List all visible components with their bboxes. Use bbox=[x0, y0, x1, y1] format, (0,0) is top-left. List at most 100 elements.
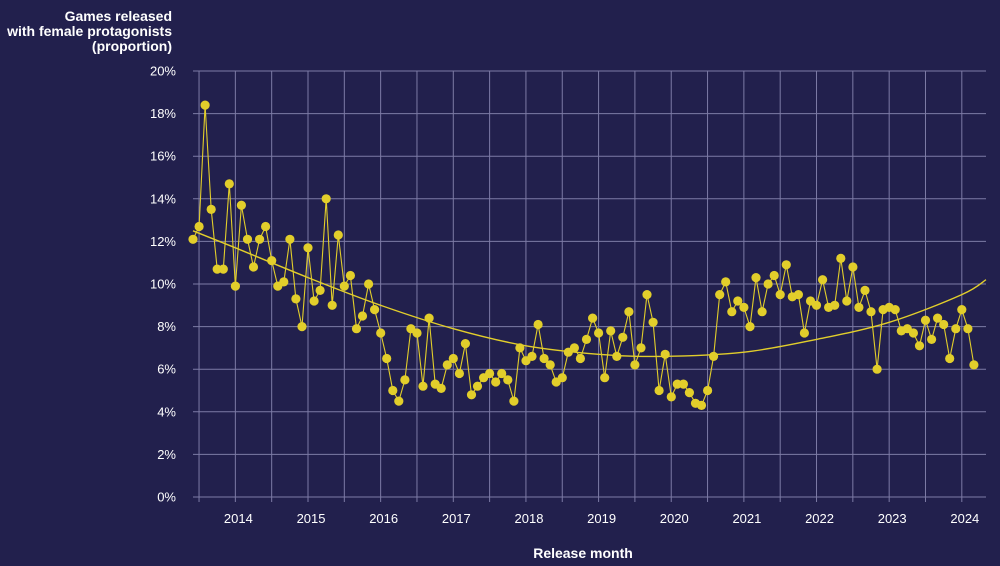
data-point bbox=[230, 281, 240, 291]
data-point bbox=[818, 275, 828, 285]
y-tick-label: 14% bbox=[150, 191, 176, 206]
axis-layer: 0% 2% 4% 6% 8% 10% 12% 14% 16% 18% 20% 2014 2015 2016… bbox=[150, 64, 979, 527]
data-point bbox=[945, 353, 955, 364]
data-point bbox=[236, 200, 246, 210]
data-point bbox=[763, 279, 773, 289]
data-point bbox=[581, 334, 592, 344]
x-tick-label: 2020 bbox=[660, 511, 689, 526]
data-point bbox=[908, 328, 919, 338]
x-tick-label: 2018 bbox=[515, 511, 544, 526]
data-point bbox=[769, 270, 779, 281]
data-point bbox=[969, 360, 979, 370]
data-point bbox=[848, 262, 858, 272]
data-point bbox=[890, 305, 900, 315]
data-point bbox=[527, 351, 537, 361]
data-point bbox=[606, 326, 616, 336]
data-point bbox=[533, 319, 543, 330]
data-point bbox=[515, 343, 525, 353]
data-point bbox=[594, 328, 604, 338]
data-point bbox=[715, 290, 725, 300]
data-point bbox=[569, 343, 580, 353]
data-point bbox=[842, 296, 852, 306]
y-tick-label: 4% bbox=[157, 404, 176, 419]
data-point bbox=[460, 339, 470, 349]
y-axis-title-line: (proportion) bbox=[91, 38, 172, 54]
data-point bbox=[654, 385, 664, 396]
data-point bbox=[630, 360, 640, 370]
data-point bbox=[575, 353, 586, 364]
data-point bbox=[733, 296, 743, 306]
data-point bbox=[309, 296, 319, 306]
y-tick-label: 10% bbox=[150, 277, 176, 292]
series-line-layer bbox=[192, 105, 975, 407]
data-point bbox=[472, 381, 483, 391]
x-tick-label: 2024 bbox=[950, 511, 979, 526]
x-tick-label: 2021 bbox=[732, 511, 761, 526]
data-point bbox=[466, 390, 477, 400]
data-point bbox=[400, 375, 410, 385]
y-tick-label: 2% bbox=[157, 447, 176, 462]
data-point bbox=[927, 334, 937, 344]
data-point bbox=[394, 396, 404, 406]
data-point bbox=[660, 349, 670, 359]
y-tick-label: 6% bbox=[157, 362, 176, 377]
data-point bbox=[872, 364, 882, 374]
data-point bbox=[370, 305, 380, 315]
data-point bbox=[793, 290, 804, 300]
y-tick-label: 0% bbox=[157, 490, 176, 505]
y-tick-label: 16% bbox=[150, 149, 176, 164]
data-point bbox=[339, 281, 349, 291]
data-point bbox=[327, 300, 337, 310]
data-point bbox=[255, 234, 265, 244]
data-point bbox=[297, 322, 307, 332]
data-point bbox=[721, 277, 731, 287]
data-point bbox=[739, 302, 749, 312]
data-point bbox=[206, 204, 216, 214]
series-line bbox=[192, 105, 975, 407]
data-point bbox=[194, 221, 204, 232]
data-point bbox=[745, 322, 755, 332]
data-point bbox=[545, 360, 555, 370]
x-axis-title: Release month bbox=[533, 545, 633, 561]
data-point bbox=[836, 253, 846, 263]
data-point bbox=[436, 383, 446, 393]
data-point bbox=[388, 385, 398, 396]
data-point bbox=[939, 319, 949, 330]
data-point bbox=[224, 179, 234, 189]
data-point bbox=[866, 307, 876, 317]
data-point bbox=[799, 328, 810, 338]
x-tick-label: 2019 bbox=[587, 511, 616, 526]
data-point bbox=[648, 317, 658, 327]
data-point bbox=[642, 290, 652, 300]
data-point bbox=[951, 324, 961, 334]
data-point bbox=[345, 270, 355, 281]
trend-line bbox=[192, 230, 987, 358]
data-point bbox=[588, 313, 598, 323]
data-point bbox=[200, 100, 210, 110]
x-tick-label: 2014 bbox=[224, 511, 253, 526]
data-point bbox=[636, 343, 646, 353]
data-point bbox=[727, 307, 737, 317]
data-point bbox=[291, 294, 301, 304]
data-point bbox=[557, 373, 567, 383]
data-point bbox=[678, 379, 689, 389]
data-point bbox=[412, 328, 422, 338]
data-point bbox=[242, 234, 253, 244]
y-axis-title-line: with female protagonists bbox=[7, 23, 172, 39]
data-point bbox=[351, 324, 362, 334]
data-point bbox=[781, 260, 791, 270]
y-tick-label: 12% bbox=[150, 234, 176, 249]
data-point bbox=[854, 302, 864, 312]
data-point bbox=[454, 368, 464, 379]
data-point bbox=[267, 256, 277, 266]
data-point bbox=[188, 234, 198, 244]
data-point bbox=[448, 353, 458, 364]
data-point bbox=[279, 277, 289, 287]
data-point bbox=[811, 300, 822, 310]
y-tick-label: 18% bbox=[150, 106, 176, 121]
trend-layer bbox=[192, 230, 987, 358]
data-point bbox=[618, 332, 628, 342]
data-point bbox=[830, 300, 840, 310]
data-point bbox=[666, 392, 676, 402]
